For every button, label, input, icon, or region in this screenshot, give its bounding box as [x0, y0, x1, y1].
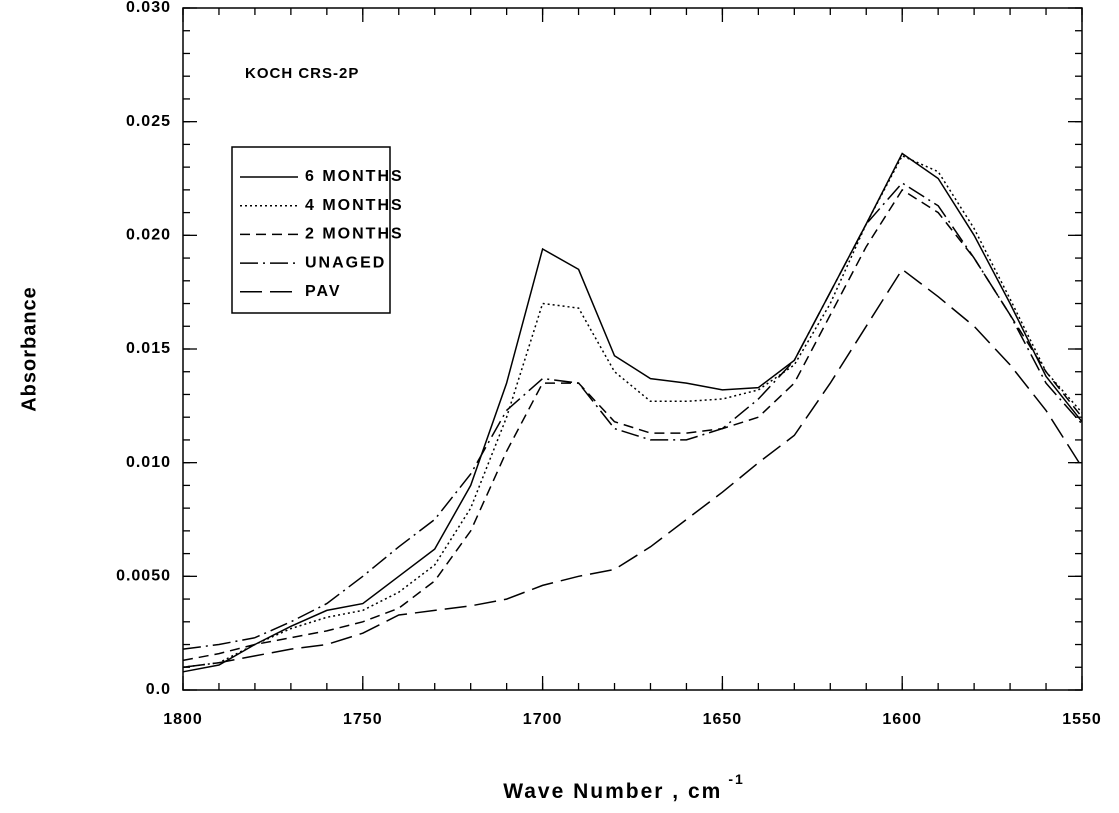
series-line — [182, 182, 1083, 650]
x-tick-label: 1650 — [703, 711, 743, 728]
y-tick-label: 0.020 — [126, 227, 171, 244]
series-line — [182, 152, 1083, 673]
legend-label: PAV — [305, 283, 342, 300]
x-tick-label: 1750 — [343, 711, 383, 728]
series-line — [182, 188, 1083, 662]
y-tick-label: 0.030 — [126, 0, 171, 16]
legend-label: UNAGED — [305, 254, 386, 271]
y-tick-label: 0.010 — [126, 454, 171, 471]
x-tick-label: 1700 — [523, 711, 563, 728]
annotation: KOCH CRS-2P — [245, 65, 359, 82]
y-tick-label: 0.0 — [146, 681, 171, 698]
y-tick-label: 0.015 — [126, 340, 171, 357]
legend-box — [231, 146, 391, 314]
x-tick-label: 1550 — [1062, 711, 1102, 728]
x-tick-label: 1800 — [163, 711, 203, 728]
y-tick-label: 0.0050 — [116, 568, 171, 585]
x-tick-label: 1600 — [882, 711, 922, 728]
x-axis-label-text: Wave Number , cm — [503, 780, 722, 803]
x-axis-label: Wave Number , cm -1 — [503, 771, 745, 803]
y-tick-label: 0.025 — [126, 113, 171, 130]
legend-label: 4 MONTHS — [305, 197, 404, 214]
x-axis-label-superscript: -1 — [728, 771, 744, 787]
y-axis-label: Absorbance — [18, 286, 40, 412]
legend-label: 2 MONTHS — [305, 226, 404, 243]
legend-label: 6 MONTHS — [305, 168, 404, 185]
series-line — [182, 268, 1083, 669]
plot-frame — [182, 7, 1083, 691]
